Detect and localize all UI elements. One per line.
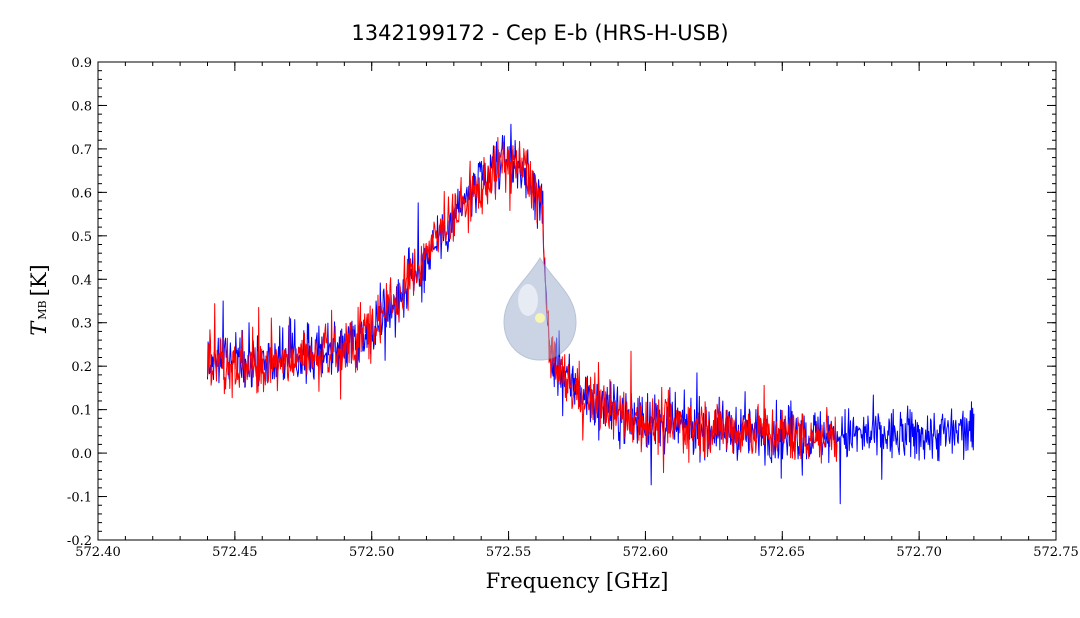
watermark-logo <box>503 257 577 361</box>
y-tick-label: -0.1 <box>67 491 92 506</box>
y-tick-label: 0.9 <box>71 56 92 71</box>
x-tick-label: 572.70 <box>896 545 942 560</box>
plot-frame <box>97 61 1057 541</box>
y-tick-label: 0.5 <box>71 230 92 245</box>
watermark-drop-shape <box>503 257 577 361</box>
y-tick-label: 0.0 <box>71 447 92 462</box>
y-tick-label: 0.7 <box>71 143 92 158</box>
y-tick-label: -0.2 <box>67 534 92 549</box>
x-tick-label: 572.40 <box>75 545 121 560</box>
x-axis-label: Frequency [GHz] <box>486 569 669 593</box>
ticks-layer: 572.40 572.45 572.50 572.55 572.60 572.65 572.… <box>67 56 1079 560</box>
y-axis-label-main: T <box>27 320 51 336</box>
watermark-sun <box>535 313 545 323</box>
y-tick-label: 0.8 <box>71 99 92 114</box>
y-tick-label: 0.2 <box>71 360 92 375</box>
axes-frame <box>97 61 1057 541</box>
y-axis-label-unit: [K] <box>27 264 51 296</box>
series-blue-line <box>206 123 975 505</box>
y-tick-label: 0.6 <box>71 186 92 201</box>
series-red-line <box>206 136 838 474</box>
x-tick-label: 572.65 <box>760 545 806 560</box>
y-tick-label: 0.3 <box>71 317 92 332</box>
y-tick-label: 0.4 <box>71 273 92 288</box>
y-tick-label: 0.1 <box>71 404 92 419</box>
chart-title: 1342199172 - Cep E-b (HRS-H-USB) <box>351 21 728 45</box>
x-tick-label: 572.75 <box>1033 545 1079 560</box>
y-axis-label: TMB [K] <box>27 264 51 335</box>
x-tick-label: 572.50 <box>349 545 395 560</box>
x-tick-label: 572.45 <box>212 545 258 560</box>
series-layer <box>206 123 975 505</box>
svg-text:TMB[K]: TMB [K] <box>27 264 51 335</box>
x-tick-label: 572.60 <box>623 545 669 560</box>
x-tick-label: 572.55 <box>486 545 532 560</box>
watermark-highlight <box>518 284 538 316</box>
y-axis-label-sub: MB <box>36 300 49 319</box>
